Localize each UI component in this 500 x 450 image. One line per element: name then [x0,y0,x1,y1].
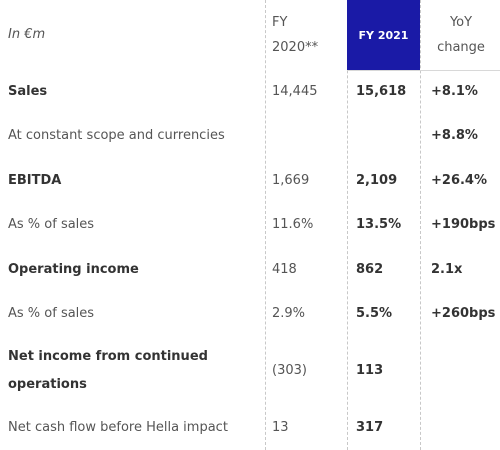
cell-yoy: +26.4% [431,173,487,188]
cell-fy2020: 11.6% [272,217,314,232]
cell-fy2020: 13 [272,420,289,435]
cell-fy2020: 1,669 [272,173,310,188]
cell-yoy: +8.8% [431,128,478,143]
row-label: As % of sales [8,306,95,321]
row-label: At constant scope and currencies [8,128,225,143]
column-header-fy2020-line1: FY [272,15,288,30]
column-header-fy2020-line2: 2020** [272,40,319,55]
unit-label: In €m [8,27,46,42]
column-header-yoy-line1: YoY [449,15,473,30]
row-label: Operating income [8,262,139,277]
row-label: Net income from continued operations [8,343,208,399]
row-label: Net cash flow before Hella impact [8,420,228,435]
column-header-yoy-line2: change [437,40,485,55]
cell-yoy: +8.1% [431,84,478,99]
column-header-yoy: YoY change [422,10,500,60]
column-divider-fy2020 [265,0,266,450]
header-underline [347,70,500,71]
cell-yoy: +260bps [431,306,496,321]
row-label: As % of sales [8,217,95,232]
column-header-fy2021: FY 2021 [347,0,420,70]
row-label: EBITDA [8,173,62,188]
row-label-line2: operations [8,377,87,392]
column-header-fy2020: FY 2020** [272,10,344,60]
cell-yoy: +190bps [431,217,496,232]
cell-fy2021: 317 [356,420,384,435]
column-divider-yoy [420,0,421,450]
cell-fy2020: 14,445 [272,84,318,99]
cell-fy2021: 13.5% [356,217,402,232]
column-divider-fy2021 [347,0,348,450]
cell-fy2020: (303) [272,363,307,378]
cell-fy2020: 2.9% [272,306,306,321]
cell-fy2021: 15,618 [356,84,407,99]
cell-fy2021: 862 [356,262,384,277]
row-label: Sales [8,84,48,99]
cell-fy2021: 113 [356,363,384,378]
cell-fy2020: 418 [272,262,297,277]
row-label-line1: Net income from continued [8,349,208,364]
cell-yoy: 2.1x [431,262,463,277]
cell-fy2021: 2,109 [356,173,398,188]
cell-fy2021: 5.5% [356,306,393,321]
table-header: In €m FY 2020** FY 2021 YoY change [0,0,500,70]
